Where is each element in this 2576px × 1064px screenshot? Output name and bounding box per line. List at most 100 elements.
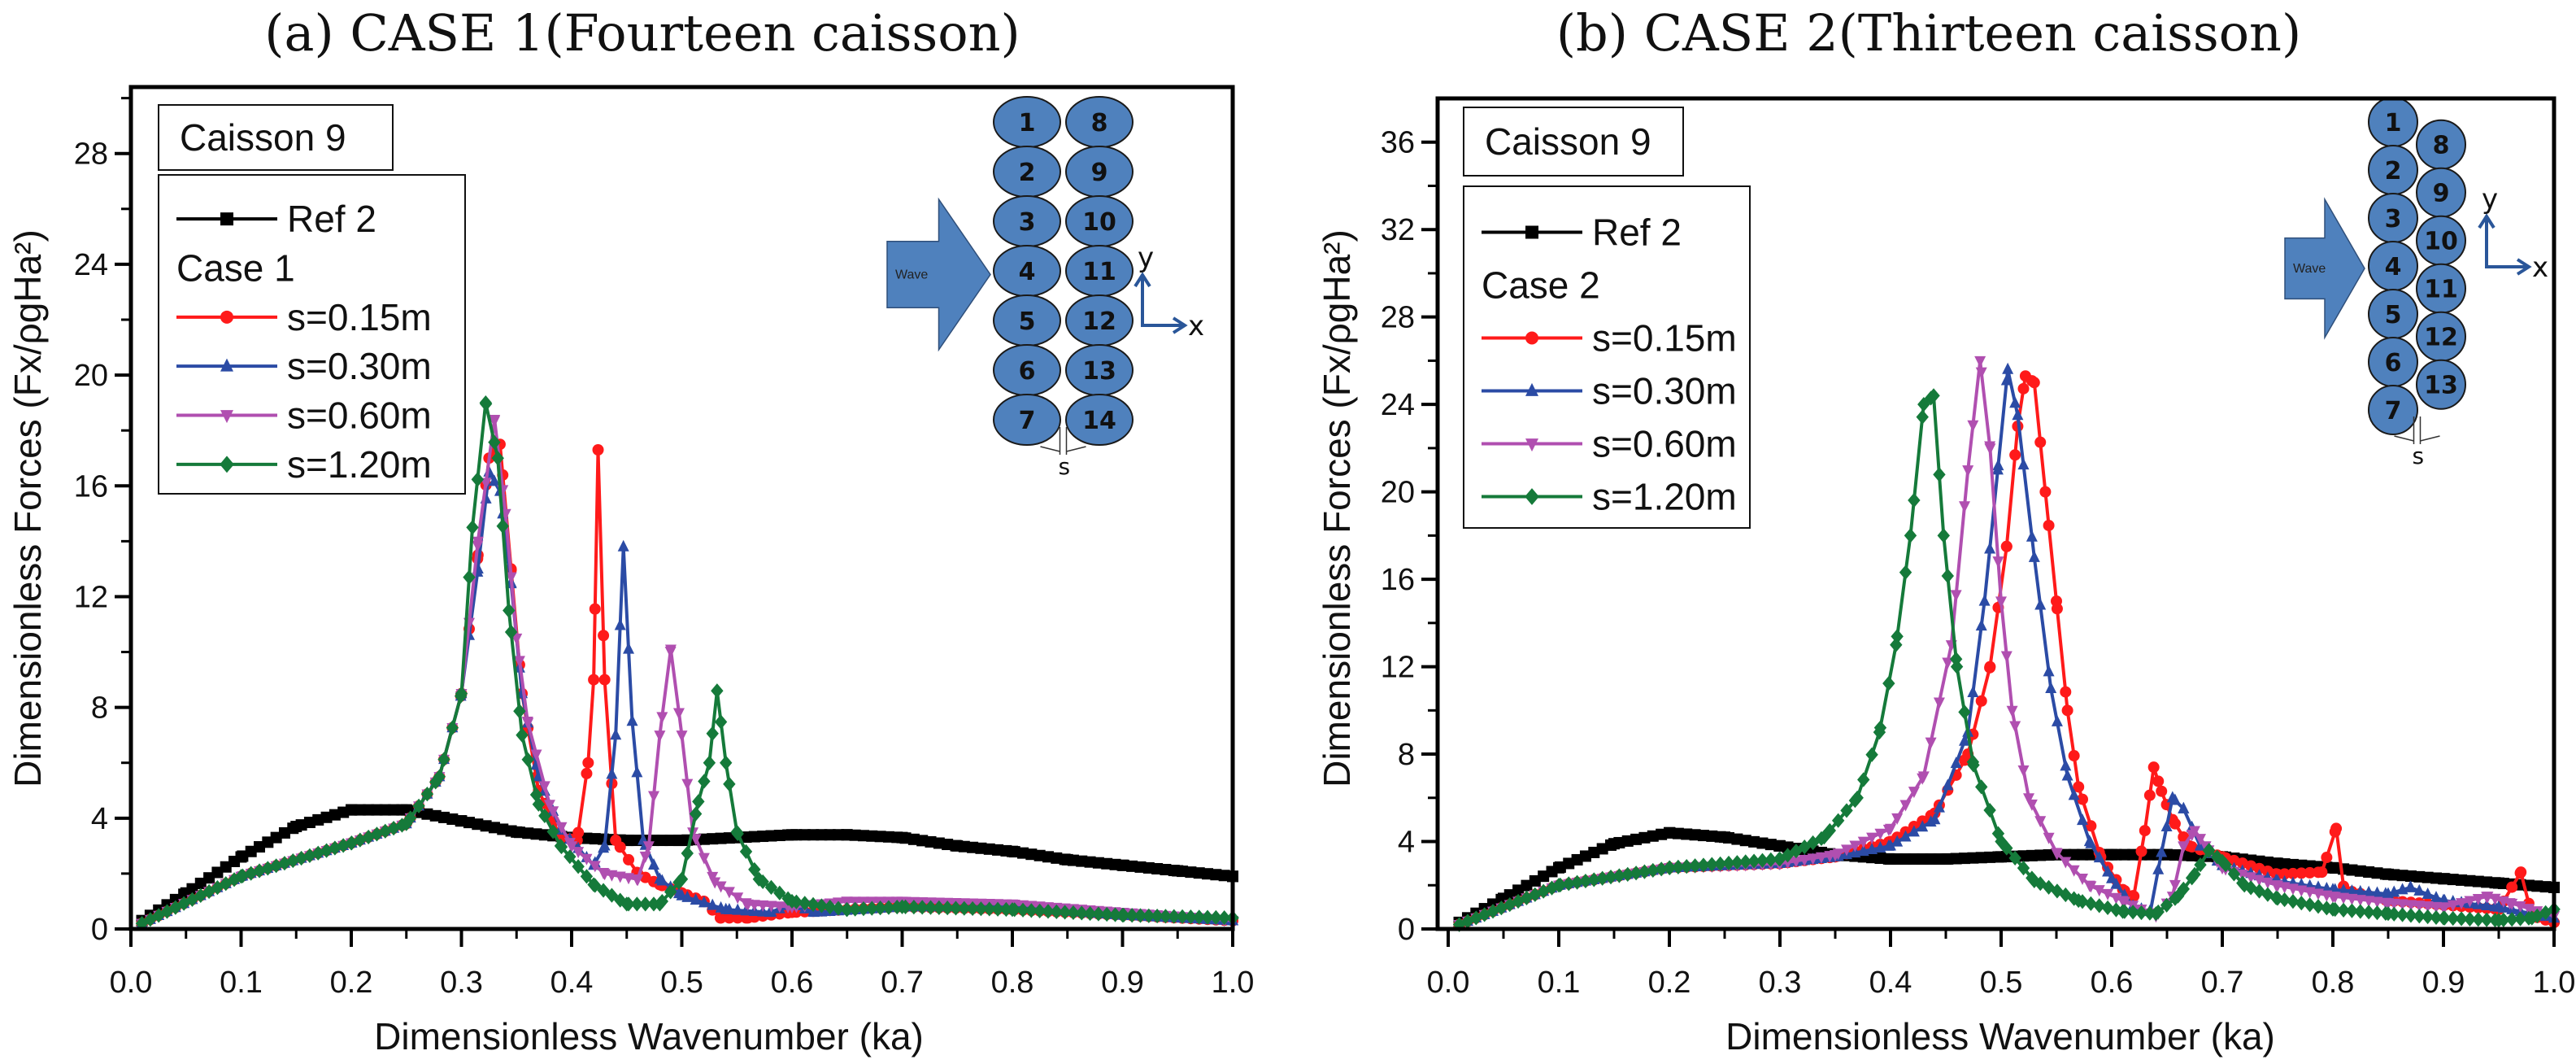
data-point (2278, 892, 2291, 908)
caisson-number: 13 (2424, 372, 2458, 400)
data-point (1570, 874, 1584, 890)
data-point (2329, 901, 2342, 918)
data-point (642, 841, 655, 853)
data-point (2061, 704, 2073, 717)
data-point (2068, 750, 2080, 762)
data-point (2447, 900, 2459, 912)
data-point (723, 887, 735, 899)
data-point (2304, 866, 2316, 879)
data-point (2188, 866, 2201, 882)
data-point (2211, 849, 2224, 865)
data-point (731, 826, 744, 841)
data-point (2430, 891, 2443, 903)
data-point (1807, 853, 1819, 866)
data-point (2169, 818, 2181, 830)
caisson-number: 2 (1019, 159, 1036, 187)
data-point (1142, 908, 1155, 923)
data-point (2278, 882, 2291, 894)
data-point (757, 900, 769, 912)
data-point (681, 890, 694, 902)
data-point (1100, 906, 1113, 922)
data-point (1904, 528, 1917, 543)
data-point (2000, 373, 2012, 386)
data-point (185, 892, 199, 907)
data-point (1975, 367, 1987, 379)
data-point (564, 849, 577, 865)
data-point (1983, 802, 1996, 818)
data-point (709, 877, 721, 889)
data-point (2346, 893, 2358, 905)
data-point (362, 829, 375, 845)
data-point (1042, 904, 1055, 919)
data-point (703, 755, 716, 770)
data-point (598, 839, 611, 851)
data-point (873, 900, 887, 916)
data-point (2147, 761, 2160, 774)
data-point (773, 885, 786, 900)
y-tick-label: 16 (74, 469, 108, 504)
data-point (2000, 540, 2012, 552)
data-point (2101, 900, 2114, 916)
data-point (1840, 803, 1853, 818)
legend-marker (220, 212, 233, 226)
legend-label: s=0.30m (287, 345, 432, 387)
data-point (532, 796, 546, 812)
data-point (543, 800, 555, 812)
data-point (1595, 870, 1609, 886)
gap-dimension-icon (2394, 416, 2440, 444)
data-point (623, 642, 635, 654)
data-point (2522, 904, 2535, 916)
data-point (2480, 912, 2493, 927)
data-point (2152, 904, 2165, 920)
data-point (1579, 873, 1592, 889)
caisson-3: 3 (2368, 193, 2418, 243)
data-point (2388, 885, 2400, 897)
data-point (706, 726, 719, 741)
caisson-number: 7 (2385, 397, 2402, 425)
data-point (2077, 793, 2089, 805)
data-point (598, 630, 610, 642)
data-point (1950, 757, 1962, 769)
data-point (455, 686, 468, 701)
data-point (2077, 873, 2089, 885)
legend-label: Case 2 (1482, 264, 1600, 307)
data-point (2043, 832, 2055, 844)
data-point (1713, 856, 1727, 871)
data-point (732, 892, 744, 905)
data-point (974, 901, 988, 917)
caisson-number: 9 (1091, 159, 1108, 187)
data-point (807, 896, 820, 912)
y-tick-label: 20 (1381, 476, 1415, 510)
data-point (1562, 876, 1575, 892)
x-tick-label: 0.4 (550, 966, 594, 1000)
data-point (1992, 459, 2004, 471)
caisson-number: 4 (2385, 253, 2402, 281)
data-point (496, 518, 509, 534)
data-point (503, 603, 516, 618)
data-point (479, 396, 493, 412)
data-point (1967, 686, 1979, 698)
data-point (714, 714, 728, 730)
caisson-12: 12 (2416, 311, 2466, 362)
data-point (1537, 883, 1550, 899)
data-point (2472, 893, 2484, 905)
data-point (1929, 813, 1941, 825)
data-point (2506, 881, 2518, 893)
data-point (1705, 857, 1719, 872)
caisson-11: 11 (1065, 245, 1134, 297)
caisson-number: 6 (2385, 349, 2402, 377)
panel-b-plot-frame (1435, 96, 2556, 931)
caisson-13: 13 (1065, 344, 1134, 396)
data-point (2139, 825, 2151, 837)
data-point (1083, 905, 1097, 922)
x-axis-glyph-label: x (2532, 251, 2548, 284)
data-point (538, 781, 550, 793)
y-tick-label: 0 (1398, 913, 1415, 947)
legend-item: Ref 2 (1482, 211, 1682, 254)
data-point (1184, 909, 1198, 925)
data-point (2093, 851, 2105, 863)
data-point (2371, 896, 2383, 909)
data-point (2506, 898, 2518, 910)
data-point (513, 656, 525, 668)
data-point (1873, 720, 1887, 735)
